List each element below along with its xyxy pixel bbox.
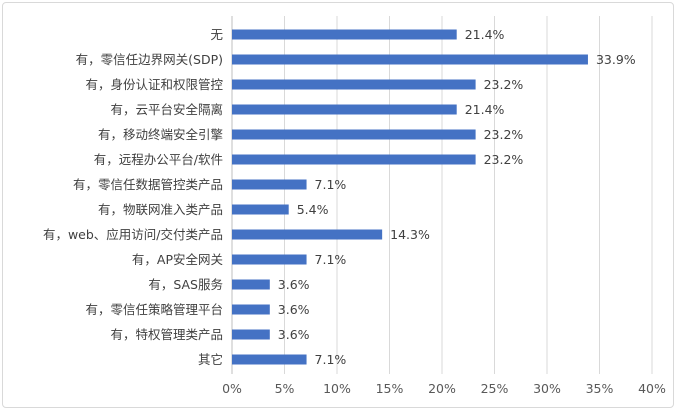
data-label: 21.4% [465,102,505,117]
category-label: 有，web、应用访问/交付类产品 [43,227,223,242]
category-label: 有，移动终端安全引擎 [98,127,223,142]
category-label: 有，零信任边界网关(SDP) [76,52,223,67]
bar [232,104,457,115]
bar [232,79,476,90]
bar [232,54,588,65]
category-label: 有，SAS服务 [148,277,223,292]
data-label: 3.6% [278,302,310,317]
category-label: 有，零信任数据管控类产品 [73,177,223,192]
bar [232,179,307,190]
x-tick-label: 30% [533,381,561,396]
data-label: 14.3% [390,227,430,242]
category-label: 无 [210,27,223,42]
x-tick-label: 10% [323,381,351,396]
x-tick-label: 0% [222,381,242,396]
category-label: 有，物联网准入类产品 [98,202,223,217]
bar [232,304,270,315]
bar [232,279,270,290]
bar [232,129,476,140]
bar [232,154,476,165]
data-label: 7.1% [315,177,347,192]
data-label: 3.6% [278,327,310,342]
bar [232,229,383,240]
bar [232,254,307,265]
chart-frame [2,2,674,408]
category-label: 有，云平台安全隔离 [110,102,223,117]
category-label: 有，远程办公平台/软件 [94,152,223,167]
bar [232,29,457,40]
x-tick-label: 20% [428,381,456,396]
x-tick-label: 5% [275,381,295,396]
x-tick-label: 40% [638,381,666,396]
data-label: 3.6% [278,277,310,292]
data-label: 23.2% [484,152,524,167]
category-label: 有，AP安全网关 [132,252,223,267]
x-tick-label: 35% [586,381,614,396]
bar [232,204,289,215]
x-tick-label: 25% [481,381,509,396]
data-label: 5.4% [297,202,329,217]
data-label: 33.9% [596,52,636,67]
bar [232,329,270,340]
data-label: 7.1% [315,252,347,267]
data-label: 23.2% [484,77,524,92]
data-label: 23.2% [484,127,524,142]
category-label: 其它 [198,352,223,367]
bar [232,354,307,365]
category-label: 有，身份认证和权限管控 [85,77,223,92]
data-label: 7.1% [315,352,347,367]
category-label: 有，特权管理类产品 [110,327,223,342]
x-tick-label: 15% [376,381,404,396]
data-label: 21.4% [465,27,505,42]
category-label: 有，零信任策略管理平台 [85,302,223,317]
